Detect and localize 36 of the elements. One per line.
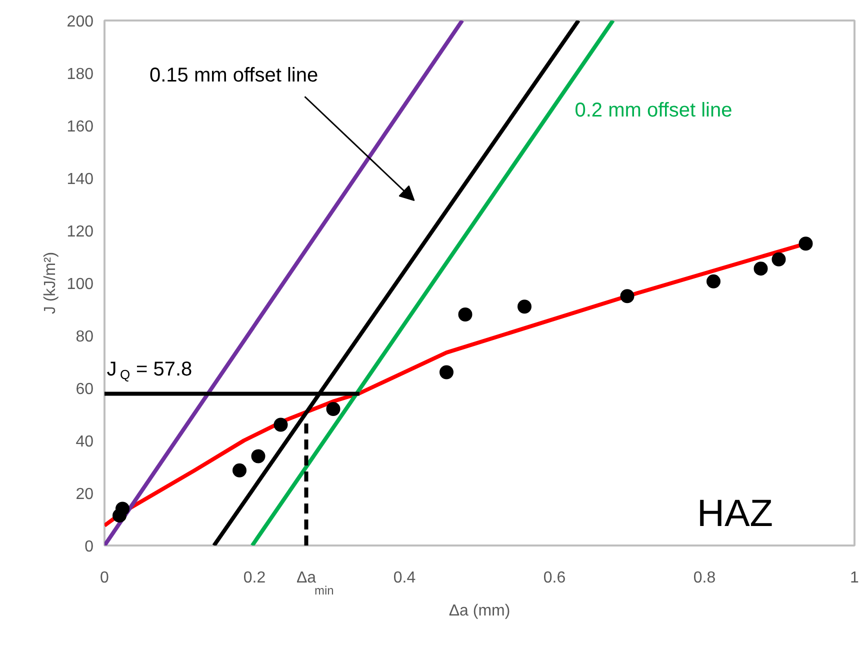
- annotation: 0.15 mm offset line: [150, 64, 318, 87]
- y-tick-label: 60: [76, 381, 94, 398]
- point: [458, 308, 472, 322]
- point: [620, 289, 634, 304]
- point: [518, 300, 532, 314]
- annotation: 0.2 mm offset line: [574, 99, 732, 122]
- x-tick-label: 0.4: [393, 570, 416, 586]
- point: [116, 502, 130, 516]
- point: [706, 274, 720, 288]
- x-axis-title: Δa (mm): [448, 602, 510, 620]
- x-tick-label: 0.6: [543, 570, 566, 586]
- annotation: HAZ: [697, 493, 773, 535]
- point: [798, 236, 813, 251]
- point: [772, 252, 786, 266]
- y-tick-label: 120: [66, 224, 94, 240]
- point: [754, 262, 768, 276]
- y-tick-label: 80: [76, 328, 94, 346]
- point: [232, 463, 246, 478]
- point: [326, 402, 340, 416]
- text: Δamin: [296, 570, 334, 598]
- point: [440, 365, 454, 380]
- y-tick-label: 160: [66, 118, 94, 136]
- y-tick-label: 180: [66, 66, 94, 83]
- x-tick-label: 0.8: [693, 570, 716, 586]
- y-axis-title: J (kJ/m²): [42, 252, 59, 314]
- y-tick-label: 140: [66, 171, 94, 188]
- y-tick-label: 0: [84, 538, 94, 556]
- y-tick-label: 200: [66, 14, 94, 30]
- y-tick-label: 20: [76, 486, 94, 503]
- x-tick-label: 1: [850, 570, 860, 586]
- x-tick-label: 0: [100, 570, 110, 586]
- x-tick-label: 0.2: [243, 570, 266, 586]
- point: [251, 449, 266, 464]
- y-tick-label: 100: [66, 276, 94, 293]
- y-tick-label: 40: [76, 434, 94, 450]
- point: [274, 418, 288, 432]
